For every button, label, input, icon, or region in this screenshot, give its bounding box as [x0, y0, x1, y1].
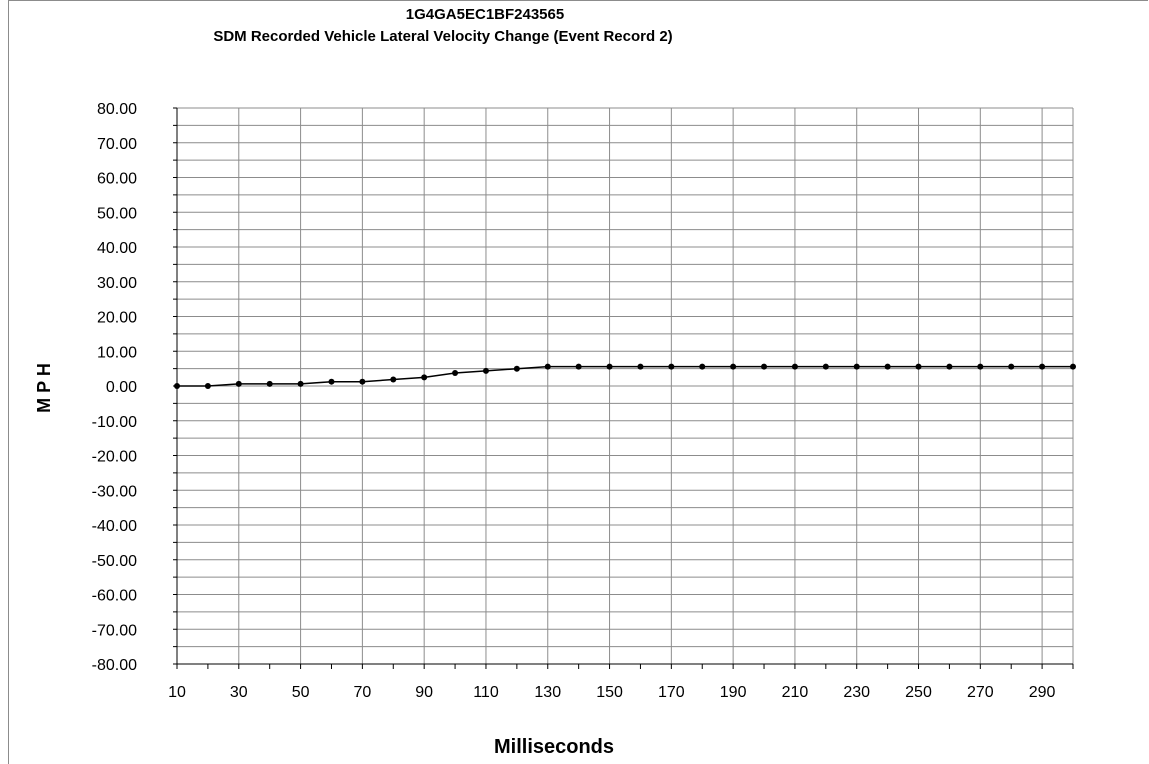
chart-title: 1G4GA5EC1BF243565 — [405, 6, 565, 23]
data-point — [946, 363, 953, 370]
data-point — [328, 378, 335, 385]
x-tick-labels: 10 30 50 70 90 110 130 150 170 190 210 230 250 270 290 — [168, 684, 1055, 701]
x-tick-label: 50 — [292, 684, 310, 701]
data-point — [266, 380, 273, 387]
data-point — [977, 363, 984, 370]
x-tick-label: 150 — [596, 684, 623, 701]
x-tick-label: 170 — [658, 684, 685, 701]
x-axis-label: Milliseconds — [494, 736, 614, 758]
data-point — [482, 367, 489, 374]
data-point — [421, 374, 428, 381]
data-point — [699, 363, 706, 370]
y-tick-label: 80.00 — [97, 101, 137, 118]
data-point — [884, 363, 891, 370]
data-point — [1008, 363, 1015, 370]
x-tick-label: 290 — [1029, 684, 1056, 701]
chart-frame — [8, 0, 1148, 764]
x-tick-label: 190 — [720, 684, 747, 701]
y-tick-labels: 80.00 70.00 60.00 50.00 40.00 30.00 20.00 10.00… — [92, 101, 137, 674]
data-point — [915, 363, 922, 370]
data-point — [761, 363, 768, 370]
y-tick-label: 0.00 — [106, 379, 137, 396]
chart-subtitle: SDM Recorded Vehicle Lateral Velocity Ch… — [213, 28, 673, 45]
data-point — [668, 363, 675, 370]
data-point — [544, 363, 551, 370]
data-point — [390, 376, 397, 383]
y-tick-label: 30.00 — [97, 275, 137, 292]
data-point — [730, 363, 737, 370]
x-tick-label: 30 — [230, 684, 248, 701]
data-point — [1070, 363, 1076, 370]
y-tick-label: -80.00 — [92, 657, 137, 674]
y-tick-label: 50.00 — [97, 205, 137, 222]
x-tick-label: 210 — [782, 684, 809, 701]
data-point — [853, 363, 860, 370]
axes — [173, 107, 1074, 669]
series-line — [177, 365, 1073, 387]
data-point — [513, 365, 520, 372]
x-tick-label: 110 — [473, 684, 499, 701]
data-point — [791, 363, 798, 370]
y-tick-label: -60.00 — [92, 588, 137, 605]
x-tick-label: 10 — [168, 684, 186, 701]
y-tick-label: 60.00 — [97, 171, 137, 188]
y-tick-label: 20.00 — [97, 310, 137, 327]
y-tick-label: 10.00 — [97, 344, 137, 361]
data-point — [606, 363, 613, 370]
y-tick-label: -30.00 — [92, 483, 137, 500]
x-tick-label: 270 — [967, 684, 994, 701]
data-point — [235, 380, 242, 387]
data-point — [575, 363, 582, 370]
y-tick-label: -10.00 — [92, 414, 137, 431]
y-tick-label: -40.00 — [92, 518, 137, 535]
y-axis-label: M P H — [34, 363, 54, 413]
y-tick-label: -50.00 — [92, 553, 137, 570]
data-series — [174, 363, 1076, 389]
y-tick-label: -20.00 — [92, 449, 137, 466]
y-tick-label: 40.00 — [97, 240, 137, 257]
x-tick-label: 250 — [905, 684, 932, 701]
data-point — [174, 383, 180, 389]
y-tick-label: 70.00 — [97, 136, 137, 153]
data-point — [637, 363, 644, 370]
data-point — [1039, 363, 1046, 370]
data-point — [204, 383, 211, 389]
data-point — [822, 363, 829, 370]
data-point — [297, 380, 304, 387]
x-tick-label: 90 — [415, 684, 433, 701]
y-tick-label: -70.00 — [92, 622, 137, 639]
x-tick-label: 70 — [353, 684, 371, 701]
x-tick-label: 130 — [534, 684, 561, 701]
data-point — [359, 378, 366, 385]
grid-lines — [176, 107, 1074, 665]
data-point — [452, 370, 459, 377]
x-tick-label: 230 — [843, 684, 870, 701]
